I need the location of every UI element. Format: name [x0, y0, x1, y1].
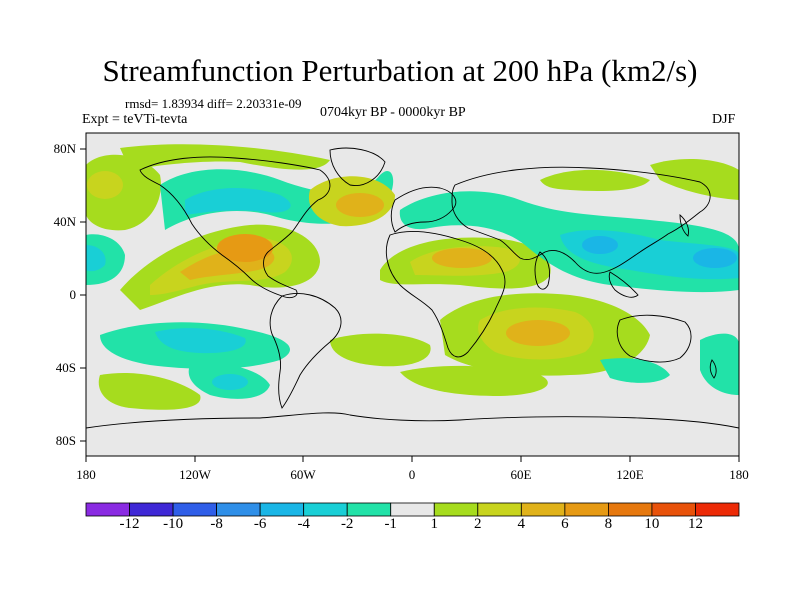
colorbar-label: -1 [384, 516, 397, 532]
contour-negative [155, 328, 246, 354]
colorbar-label: 1 [430, 516, 439, 532]
contour-negative [582, 236, 618, 254]
colorbar [85, 502, 740, 517]
colorbar-swatch [477, 502, 522, 517]
axis-ticks [80, 148, 740, 462]
contour-positive [650, 158, 739, 200]
coast-north-america [139, 156, 331, 299]
lon-tick-label: 120W [179, 467, 211, 482]
colorbar-label: 8 [604, 516, 613, 532]
contour-positive [432, 248, 492, 268]
coast-australia [616, 314, 692, 363]
coast-india [534, 251, 551, 290]
colorbar-swatch [390, 502, 435, 517]
contour-fill [86, 144, 739, 410]
colorbar-label: 12 [688, 516, 703, 532]
colorbar-label: -8 [210, 516, 223, 532]
contour-positive [87, 171, 123, 199]
lat-tick-label: 40N [53, 214, 76, 229]
coastlines [86, 147, 739, 429]
colorbar-label: -2 [340, 516, 354, 532]
colorbar-swatch [651, 502, 696, 517]
coast-south-america [269, 293, 342, 409]
lon-tick-label: 0 [408, 467, 416, 482]
lon-tick-label: 180 [76, 467, 96, 482]
contour-negative [700, 333, 739, 395]
colorbar-label: 6 [561, 516, 569, 532]
colorbar-swatch [520, 502, 566, 517]
contour-positive [98, 372, 201, 410]
lon-tick-label: 60E [510, 467, 532, 482]
colorbar-label: -4 [297, 516, 310, 532]
coast-antarctica [86, 412, 739, 429]
coast-new-zealand [709, 359, 717, 379]
coast-europe [390, 186, 457, 233]
colorbar-swatch [259, 502, 305, 517]
colorbar-swatch [564, 502, 609, 517]
colorbar-swatch [216, 502, 261, 517]
coast-japan [679, 214, 689, 237]
contour-positive [540, 169, 650, 191]
colorbar-swatch [346, 502, 392, 517]
map-title: Streamfunction Perturbation at 200 hPa (… [102, 53, 698, 88]
lon-tick-label: 60W [290, 467, 316, 482]
lon-tick-label: 120E [616, 467, 644, 482]
colorbar-swatch [129, 502, 174, 517]
colorbar-label: 10 [644, 516, 660, 532]
colorbar-swatch [303, 502, 348, 517]
colorbar-label: -6 [253, 516, 267, 532]
coast-se-asia [608, 271, 639, 298]
coast-asia [451, 166, 711, 274]
coast-greenland [329, 147, 386, 186]
contour-positive [330, 333, 431, 367]
lat-tick-label: 40S [55, 360, 76, 375]
coast-africa [386, 230, 506, 358]
lat-tick-label: 0 [69, 287, 77, 302]
contour-negative [86, 245, 106, 272]
colorbar-swatch [695, 502, 740, 517]
colorbar-label: -10 [163, 516, 184, 532]
lon-tick-label: 180 [729, 467, 749, 482]
contour-positive [506, 320, 570, 346]
colorbar-swatch [85, 502, 130, 517]
lat-tick-label: 80N [53, 141, 76, 156]
colorbar-label: 4 [517, 516, 526, 532]
contour-positive [217, 234, 273, 262]
colorbar-swatch [433, 502, 479, 517]
colorbar-label: -12 [119, 516, 140, 532]
stats-label: rmsd= 1.83934 diff= 2.20331e-09 [125, 96, 302, 111]
colorbar-label: 2 [474, 516, 482, 532]
contour-positive [400, 365, 548, 396]
colorbar-swatch [608, 502, 653, 517]
colorbar-swatch [172, 502, 218, 517]
contour-negative [600, 358, 670, 383]
contour-negative [212, 374, 248, 390]
contour-positive [336, 193, 384, 217]
season-label: DJF [712, 112, 736, 127]
experiment-label: Expt = teVTi-tevta [82, 112, 188, 127]
contour-negative [185, 188, 291, 215]
contour-negative [693, 248, 737, 268]
period-label: 0704kyr BP - 0000kyr BP [320, 105, 466, 120]
lat-tick-label: 80S [55, 433, 76, 448]
